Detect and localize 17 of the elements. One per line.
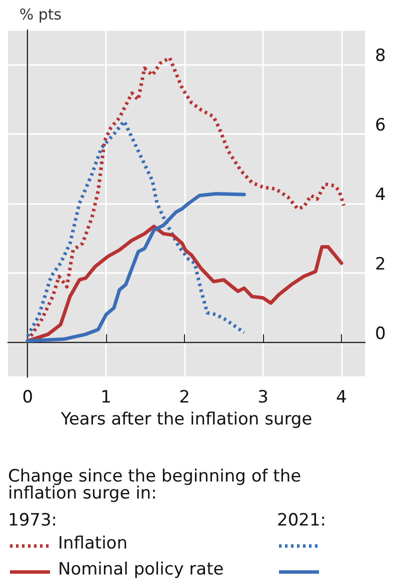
x-axis-title: Years after the inflation surge	[60, 410, 312, 430]
x-tick-label: 1	[100, 388, 112, 408]
x-tick-label: 2	[179, 388, 190, 408]
y-tick-label: 2	[375, 254, 386, 274]
y-axis-title: % pts	[19, 6, 62, 24]
legend-label: Nominal policy rate	[58, 560, 224, 580]
y-tick-label: 8	[375, 46, 386, 66]
text: 1973:	[8, 510, 57, 530]
y-tick-label: 4	[375, 185, 386, 205]
x-tick-label: 3	[258, 388, 268, 408]
x-tick-label: 0	[22, 388, 34, 408]
legend-title: Change since the beginning of the inflation surge in:	[8, 466, 306, 504]
text: 2021:	[277, 510, 326, 530]
y-tick-label: 6	[375, 116, 386, 136]
x-tick-label: 4	[336, 388, 347, 408]
legend-label: Inflation	[58, 534, 128, 554]
y-tick-label: 0	[375, 324, 386, 344]
